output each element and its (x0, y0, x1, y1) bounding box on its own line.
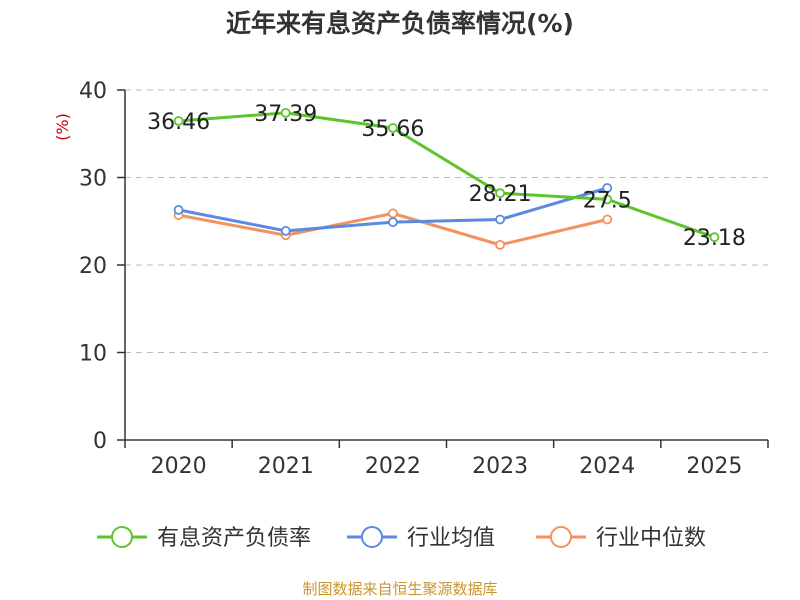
legend-item[interactable]: 有息资产负债率 (97, 526, 311, 551)
series-group (173, 107, 720, 250)
chart-title: 近年来有息资产负债率情况(%) (226, 9, 574, 38)
data-point (388, 123, 398, 133)
series-line (178, 111, 715, 239)
legend-marker (361, 526, 383, 548)
grid-lines (125, 89, 768, 353)
legend-label: 行业均值 (407, 526, 495, 551)
y-tick-label: 30 (79, 167, 107, 192)
legend-marker (550, 526, 572, 548)
data-label: 27.5 (583, 188, 632, 213)
y-axis-label: (%) (53, 113, 72, 141)
data-label: 35.66 (361, 117, 424, 142)
data-point (495, 188, 505, 199)
data-label: 37.39 (254, 102, 317, 127)
data-point (709, 232, 720, 243)
data-point (388, 208, 398, 219)
y-tick-label: 20 (79, 254, 107, 279)
x-tick-label: 2021 (258, 454, 314, 479)
data-point (280, 225, 291, 236)
data-point (495, 239, 505, 250)
x-tick-label: 2020 (151, 454, 207, 479)
data-point (173, 204, 184, 215)
data-source-note: 制图数据来自恒生聚源数据库 (302, 580, 497, 598)
x-tick-label: 2023 (472, 454, 528, 479)
legend-marker (111, 526, 133, 548)
x-tick-label: 2025 (686, 454, 742, 479)
data-point (602, 214, 613, 225)
data-point (280, 107, 291, 118)
data-label: 23.18 (683, 226, 746, 251)
data-label: 36.46 (147, 110, 210, 135)
legend[interactable]: 有息资产负债率 行业均值 行业中位数 (97, 526, 706, 551)
data-point (388, 217, 398, 228)
x-tick-label: 2022 (365, 454, 421, 479)
axes: 0 10 20 30 40 2020 2021 2022 2023 2024 2025 (79, 79, 769, 479)
data-label: 28.21 (469, 182, 532, 207)
data-labels: 36.46 37.39 35.66 28.21 27.5 23.18 (147, 102, 746, 251)
data-point (173, 116, 184, 126)
data-point (495, 214, 505, 225)
legend-item[interactable]: 行业均值 (347, 526, 495, 551)
y-tick-label: 10 (79, 342, 107, 367)
y-tick-label: 40 (79, 79, 107, 104)
legend-item[interactable]: 行业中位数 (536, 526, 706, 551)
x-tick-label: 2024 (579, 454, 635, 479)
legend-label: 行业中位数 (596, 526, 706, 551)
y-tick-label: 0 (93, 429, 107, 454)
legend-label: 有息资产负债率 (157, 526, 311, 551)
data-point (602, 183, 613, 193)
data-point (602, 194, 613, 205)
